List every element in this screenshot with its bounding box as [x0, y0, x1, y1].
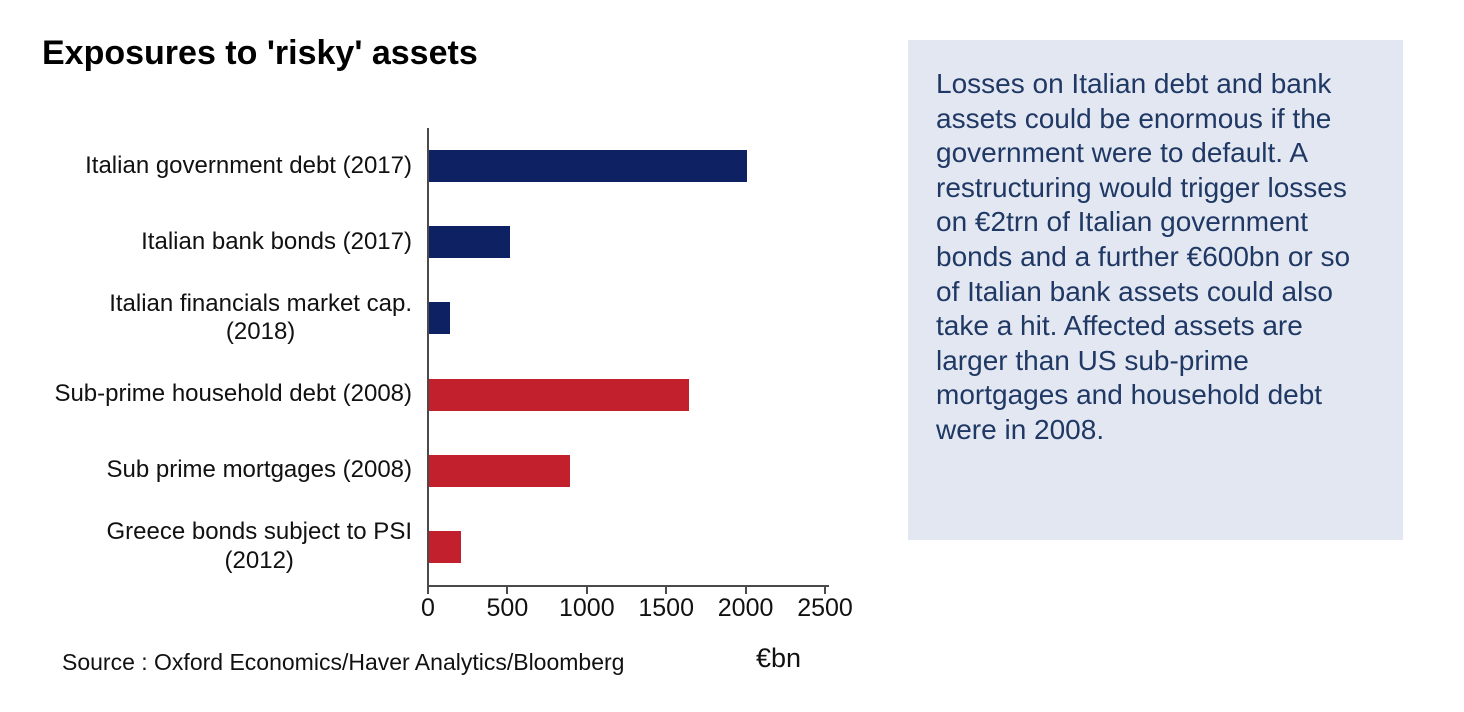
x-tick-label: 1500 [638, 594, 694, 622]
x-tick-label: 0 [421, 594, 435, 622]
category-label-text: Greece bonds subject to PSI (2012) [106, 518, 412, 574]
commentary-text: Losses on Italian debt and bank assets c… [936, 68, 1351, 445]
category-label-text: Sub-prime household debt (2008) [54, 380, 412, 408]
x-axis-unit-label: €bn [756, 643, 802, 673]
bar [429, 302, 450, 335]
bar [429, 530, 461, 563]
commentary-box: Losses on Italian debt and bank assets c… [908, 40, 1403, 540]
source-note: Source : Oxford Economics/Haver Analytic… [62, 649, 625, 675]
x-tick-label: 1000 [558, 594, 615, 622]
x-tick-mark [665, 587, 668, 594]
x-tick-mark [744, 587, 747, 594]
bar-chart: 0 500 1000 1500 2000 2500 Italian government d… [18, 128, 853, 622]
category-label-text: Italian financials market cap. (2018) [109, 289, 412, 346]
bar [429, 378, 689, 411]
category-label-text: Italian government debt (2017) [85, 151, 412, 179]
y-axis-line [427, 128, 429, 587]
x-axis-line [427, 585, 829, 587]
bar [429, 454, 570, 487]
category-label-text: Sub prime mortgages (2008) [106, 456, 412, 484]
category-label: Sub-prime household debt (2008) [18, 357, 412, 433]
x-tick-mark [585, 587, 588, 594]
category-label: Italian government debt (2017) [18, 128, 412, 204]
x-tick-label: 2500 [797, 594, 853, 622]
category-label-text: Italian bank bonds (2017) [141, 227, 412, 255]
category-label: Sub prime mortgages (2008) [18, 433, 412, 509]
category-label: Italian bank bonds (2017) [18, 204, 412, 280]
x-tick-mark [506, 587, 509, 594]
x-tick-label: 500 [486, 594, 529, 622]
x-tick-mark [824, 587, 826, 594]
category-label: Italian financials market cap. (2018) [18, 280, 412, 356]
chart-title: Exposures to 'risky' assets [42, 34, 478, 72]
x-tick-mark [427, 587, 429, 594]
bar [429, 226, 510, 259]
category-label: Greece bonds subject to PSI (2012) [18, 509, 412, 585]
x-tick-label: 2000 [717, 594, 774, 622]
bar [429, 150, 747, 183]
